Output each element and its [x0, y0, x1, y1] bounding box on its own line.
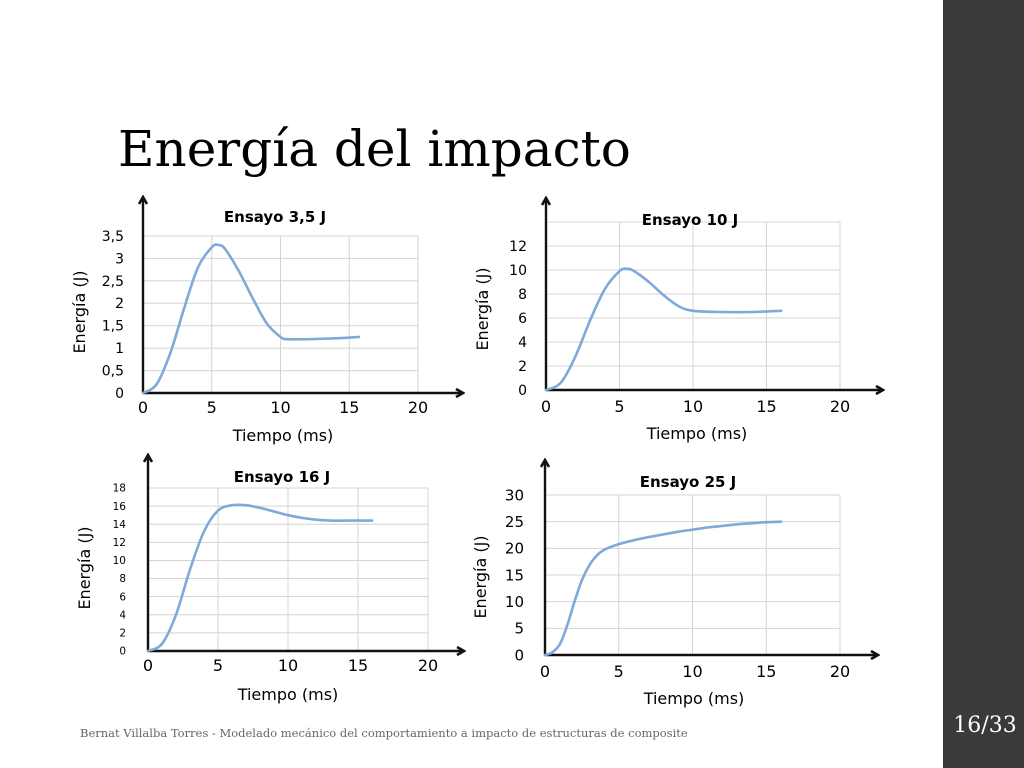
y-tick-label: 3,5 — [102, 229, 124, 245]
x-tick-label: 5 — [614, 662, 624, 681]
y-tick-label: 6 — [119, 591, 126, 603]
x-axis-label: Tiempo (ms) — [646, 424, 748, 443]
series-line — [544, 267, 783, 392]
y-tick-label: 25 — [505, 513, 524, 531]
y-tick-label: 0 — [115, 386, 124, 402]
y-tick-label: 10 — [505, 593, 524, 611]
chart-ensayo-10j: 0 2 4 6 8 10 12 0 5 10 15 20 Ensayo 10 J Tiempo (ms) E… — [473, 199, 882, 443]
x-tick-label: 20 — [830, 397, 850, 416]
y-tick-label: 0 — [119, 646, 126, 658]
x-tick-label: 15 — [348, 656, 368, 675]
x-axis-label: Tiempo (ms) — [237, 685, 339, 704]
y-tick-label: 8 — [518, 287, 527, 303]
y-tick-label: 8 — [119, 573, 126, 585]
x-tick-label: 20 — [830, 662, 850, 681]
chart-ensayo-25j: 0 5 10 15 20 25 30 0 5 10 15 20 Ensayo 25 J Tiempo (m… — [471, 461, 877, 708]
page-number: 16/33 — [953, 713, 1017, 738]
x-axis-label: Tiempo (ms) — [643, 689, 745, 708]
x-tick-label: 10 — [683, 397, 703, 416]
y-tick-label: 4 — [518, 335, 527, 351]
x-tick-label: 10 — [278, 656, 298, 675]
x-tick-label: 15 — [339, 398, 359, 417]
y-tick-label: 0 — [514, 646, 524, 664]
chart-title: Ensayo 3,5 J — [224, 208, 326, 226]
y-tick-label: 12 — [113, 537, 126, 549]
x-tick-label: 0 — [138, 398, 148, 417]
x-tick-label: 0 — [143, 656, 153, 675]
y-tick-label: 18 — [113, 483, 126, 495]
chart-title: Ensayo 10 J — [642, 211, 739, 229]
y-tick-label: 10 — [113, 555, 126, 567]
y-tick-label: 3 — [115, 251, 124, 267]
y-tick-label: 10 — [509, 263, 527, 279]
y-tick-label: 12 — [509, 239, 527, 255]
y-tick-label: 2 — [115, 296, 124, 312]
x-tick-label: 5 — [207, 398, 217, 417]
y-tick-label: 4 — [119, 609, 126, 621]
slide-title: Energía del impacto — [118, 120, 631, 178]
series-line — [543, 520, 783, 657]
x-tick-label: 15 — [756, 662, 776, 681]
series-line — [141, 243, 361, 395]
slide-sidebar — [943, 0, 1024, 768]
x-tick-label: 0 — [540, 662, 550, 681]
y-tick-label: 2 — [119, 628, 126, 640]
chart-title: Ensayo 25 J — [640, 473, 737, 491]
y-tick-label: 30 — [505, 486, 524, 504]
y-tick-label: 20 — [505, 540, 524, 558]
y-axis-label: Energía (J) — [473, 267, 492, 350]
y-axis-label: Energía (J) — [471, 535, 490, 618]
y-tick-label: 2,5 — [102, 274, 124, 290]
x-tick-label: 0 — [541, 397, 551, 416]
y-tick-label: 0,5 — [102, 363, 124, 379]
y-tick-label: 15 — [505, 566, 524, 584]
series-line — [146, 503, 374, 653]
chart-ensayo-3-5j: 0 0,5 1 1,5 2 2,5 3 3,5 0 5 10 15 20 Ensayo 3,5 J Tiem… — [70, 198, 462, 445]
x-tick-label: 5 — [614, 397, 624, 416]
y-tick-label: 5 — [514, 620, 524, 638]
x-tick-label: 20 — [408, 398, 428, 417]
y-tick-label: 2 — [518, 359, 527, 375]
x-tick-label: 5 — [213, 656, 223, 675]
x-tick-label: 20 — [418, 656, 438, 675]
x-tick-label: 15 — [756, 397, 776, 416]
y-tick-label: 1,5 — [102, 319, 124, 335]
y-axis-label: Energía (J) — [70, 270, 89, 353]
y-tick-label: 0 — [518, 383, 527, 399]
chart-ensayo-16j: 0 2 4 6 8 10 12 14 16 18 0 5 10 15 20 Ensayo 16 J Tiempo… — [75, 456, 463, 704]
footer-text: Bernat Villalba Torres - Modelado mecáni… — [80, 726, 688, 740]
y-tick-label: 1 — [115, 341, 124, 357]
y-tick-label: 16 — [113, 501, 127, 513]
x-axis-label: Tiempo (ms) — [232, 426, 334, 445]
y-tick-label: 14 — [113, 519, 127, 531]
y-axis-label: Energía (J) — [75, 526, 94, 609]
y-tick-label: 6 — [518, 311, 527, 327]
x-tick-label: 10 — [682, 662, 702, 681]
chart-title: Ensayo 16 J — [234, 468, 331, 486]
x-tick-label: 10 — [270, 398, 290, 417]
